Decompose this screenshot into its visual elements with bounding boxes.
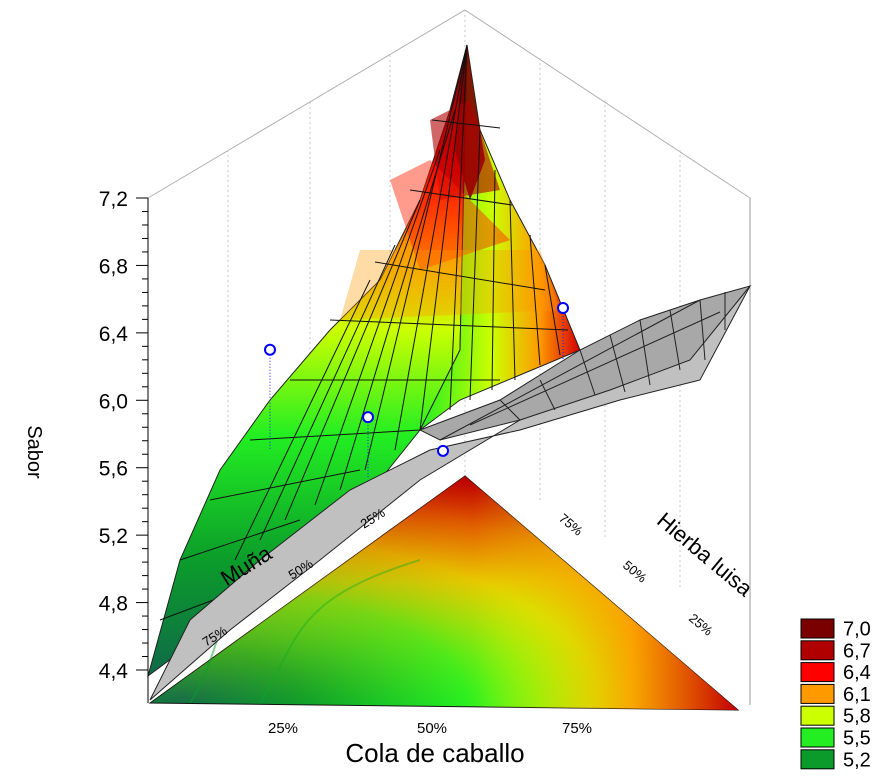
surface-right-face: [419, 44, 581, 431]
legend-label: 5,5: [843, 728, 871, 750]
observed-point: [437, 444, 449, 457]
right-tick-label: 50%: [620, 557, 650, 585]
legend-swatch: [800, 618, 835, 639]
legend-swatch: [800, 640, 835, 661]
y-axis-label: Sabor: [23, 425, 45, 479]
right-component-label: Hierba luisa: [652, 507, 758, 601]
legend-swatch: [800, 727, 835, 748]
z-tick-label: 7,2: [99, 188, 128, 211]
legend: 7,06,76,46,15,85,55,24,9: [800, 618, 871, 776]
z-tick-label: 5,6: [99, 458, 128, 481]
x-axis-label: Cola de caballo: [345, 738, 524, 768]
right-tick-label: 75%: [556, 510, 586, 538]
legend-label: 6,7: [843, 640, 871, 662]
floor-contour: [148, 475, 740, 711]
legend-label: 7,0: [843, 619, 871, 641]
legend-label: 6,1: [843, 684, 871, 706]
response-surface: [147, 44, 752, 701]
bottom-ticks: 25% 50% 75%: [268, 720, 592, 737]
legend-swatch: [800, 749, 835, 770]
legend-swatch: [800, 662, 835, 683]
right-tick-label: 25%: [686, 610, 716, 638]
observed-points: [264, 302, 569, 478]
surface-gray-ridge: [149, 285, 751, 701]
observed-point: [557, 302, 569, 360]
bottom-tick-label: 25%: [268, 720, 298, 737]
bottom-tick-label: 50%: [417, 720, 447, 737]
z-tick-label: 6,8: [99, 255, 128, 278]
z-axis: 7,2 6,8 6,4 6,0 5,6 5,2 4,8 4,4: [99, 188, 149, 703]
legend-swatch: [800, 683, 835, 704]
legend-label: 5,2: [843, 749, 871, 771]
z-tick-label: 5,2: [99, 525, 128, 548]
observed-point: [362, 411, 374, 478]
bottom-tick-label: 75%: [562, 720, 592, 737]
observed-point: [264, 343, 276, 450]
legend-label: 6,4: [843, 662, 871, 684]
z-tick-label: 6,4: [99, 323, 129, 346]
z-tick-label: 4,4: [99, 660, 129, 683]
legend-label: 5,8: [843, 706, 871, 728]
z-tick-label: 4,8: [99, 593, 128, 616]
z-tick-label: 6,0: [99, 390, 128, 413]
legend-swatch: [800, 705, 835, 726]
